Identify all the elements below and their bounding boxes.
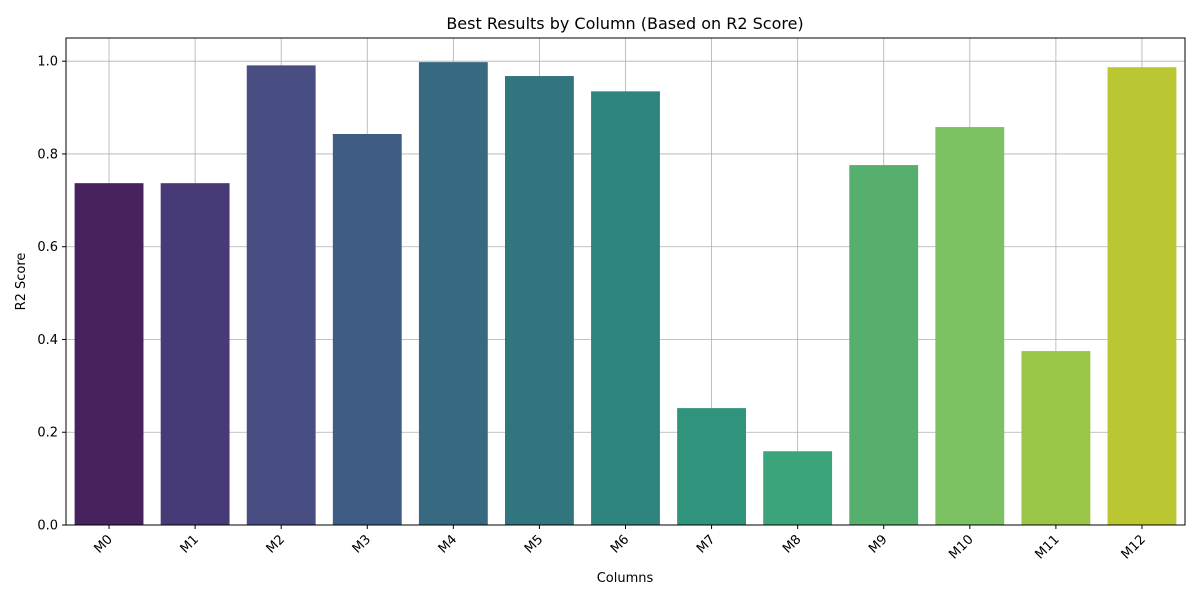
x-tick-label: M11 (1032, 532, 1062, 562)
y-tick-label: 0.8 (37, 147, 58, 162)
y-axis-label: R2 Score (14, 253, 29, 311)
bar-m4 (418, 62, 488, 525)
y-tick-label: 0.4 (37, 333, 58, 348)
x-axis-label: Columns (597, 571, 654, 586)
bar-m7 (677, 408, 747, 525)
y-tick-label: 0.2 (37, 426, 58, 441)
bar-m6 (591, 91, 660, 525)
x-tick-label: M0 (91, 532, 115, 556)
y-tick-label: 1.0 (37, 55, 58, 70)
bar-m3 (332, 134, 402, 525)
x-tick-label: M1 (178, 532, 202, 556)
bar-m1 (160, 183, 230, 526)
x-tick-label: M7 (694, 532, 718, 556)
x-tick-label: M8 (780, 532, 804, 556)
x-tick-label: M3 (350, 532, 374, 556)
bar-m8 (763, 451, 833, 525)
x-tick-label: M2 (264, 532, 288, 556)
x-tick-label: M4 (436, 532, 460, 556)
x-axis-ticks: M0 M1 M2 M3 M4 M5 M6 M7 M8 M9 M10 M11 M12 (91, 525, 1149, 562)
chart-title: Best Results by Column (Based on R2 Scor… (446, 14, 803, 33)
bar-m9 (849, 165, 919, 526)
y-axis-ticks: 0.0 0.2 0.4 0.6 0.8 1.0 (37, 55, 66, 534)
bar-m2 (246, 65, 316, 526)
y-tick-label: 0.6 (37, 240, 58, 255)
bar-m0 (74, 183, 144, 526)
x-tick-label: M10 (946, 532, 976, 562)
y-tick-label: 0.0 (37, 519, 58, 534)
bar-m11 (1021, 351, 1091, 525)
bar-m12 (1107, 67, 1177, 525)
x-tick-label: M6 (608, 532, 632, 556)
bars (74, 62, 1177, 526)
bar-m10 (935, 127, 1005, 526)
x-tick-label: M5 (522, 532, 546, 556)
bar-m5 (504, 76, 574, 525)
x-tick-label: M12 (1119, 532, 1149, 562)
x-tick-label: M9 (866, 532, 890, 556)
